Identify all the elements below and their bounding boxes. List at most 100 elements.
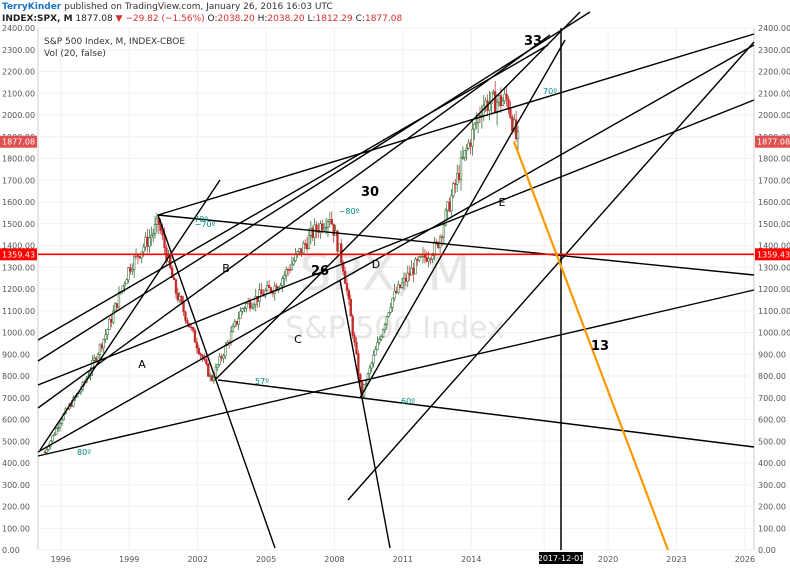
candle-body [442, 224, 446, 238]
candle-body [471, 128, 474, 147]
candle-body [389, 307, 392, 313]
trendline [157, 214, 755, 276]
trendline [37, 289, 755, 457]
trendline [359, 39, 566, 399]
candle-body [473, 123, 476, 130]
candle-body [438, 236, 442, 248]
candle-body [326, 221, 330, 228]
y-tick-left: 600.00 [2, 416, 30, 425]
candle-body [338, 243, 341, 252]
trendlines [37, 11, 755, 551]
y-tick-left: 2200.00 [2, 68, 35, 77]
candle-body [408, 272, 411, 276]
candle-body [505, 94, 508, 100]
annotation-label: 26 [311, 264, 329, 279]
candle-body [364, 383, 368, 385]
trendline [37, 44, 549, 341]
candle-body [446, 201, 449, 211]
candle-body [104, 334, 107, 340]
candle-body [452, 183, 455, 197]
y-tick-right: 1200.00 [758, 285, 790, 294]
candle-body [182, 301, 185, 313]
candle-body [416, 259, 419, 261]
candle-body [96, 354, 100, 361]
trendline [39, 179, 221, 451]
candle-body [385, 316, 389, 325]
candle-body [454, 183, 457, 185]
candle-body [332, 223, 335, 236]
y-tick-right: 1000.00 [758, 329, 790, 338]
candle-body [113, 303, 117, 312]
candle-body [370, 362, 373, 369]
date-marker-box [539, 552, 583, 564]
y-tick-right: 1800.00 [758, 155, 790, 164]
candle-body [231, 325, 235, 333]
candle-body [55, 428, 58, 435]
candle-body [511, 117, 514, 132]
trendline [157, 33, 755, 216]
candle-body [58, 423, 62, 429]
y-tick-left: 2300.00 [2, 46, 35, 55]
y-tick-left: 1100.00 [2, 307, 35, 316]
price-marker-left [0, 248, 37, 261]
candle-body [100, 344, 103, 349]
low-value: 1812.29 [315, 14, 353, 24]
watermark-name: S&P 500 Index [285, 311, 504, 346]
close-value: 1877.08 [364, 14, 403, 24]
ohlc-bar: INDEX:SPX, M 1877.08 ▼ −29.82 (−1.56%) O… [2, 14, 402, 24]
candle-body [266, 285, 269, 291]
candle-body [98, 344, 102, 355]
candle-body [258, 289, 261, 302]
candle-body [497, 95, 501, 103]
candle-body [461, 156, 465, 159]
candle-body [129, 267, 132, 272]
candle-body [273, 285, 276, 294]
candle-body [321, 223, 324, 231]
candle-body [516, 131, 520, 140]
candle-body [146, 236, 149, 247]
trendline [37, 99, 755, 386]
y-tick-left: 1500.00 [2, 220, 35, 229]
candle-body [410, 267, 413, 276]
candle-body [133, 256, 136, 271]
y-tick-right: 2400.00 [758, 24, 790, 33]
y-tick-right: 400.00 [758, 459, 786, 468]
candle-body [300, 248, 303, 254]
candle-body [155, 218, 159, 225]
candle-body [264, 290, 267, 297]
candle-body [178, 296, 181, 301]
price-marker-left [0, 135, 37, 148]
y-tick-left: 900.00 [2, 350, 30, 359]
candle-body [243, 307, 246, 310]
x-tick-label: 2026 [735, 555, 755, 564]
candle-body [376, 342, 379, 350]
candle-body [220, 356, 223, 359]
candle-body [347, 290, 351, 300]
candle-body [456, 173, 459, 185]
angle-label: 60º [401, 397, 415, 406]
y-tick-left: 200.00 [2, 503, 30, 512]
published-text: published on TradingView.com, January 26… [64, 2, 333, 12]
angle-label: ~80º [339, 207, 360, 216]
candle-body [106, 329, 109, 335]
candle-body [172, 277, 176, 281]
candle-body [476, 115, 480, 123]
publisher-link[interactable]: TerryKinder [2, 2, 62, 12]
candle-body [94, 357, 98, 361]
candle-body [336, 230, 339, 252]
price-marker-left-label: 1359.43 [2, 250, 35, 259]
y-tick-left: 400.00 [2, 459, 30, 468]
symbol: INDEX:SPX, M [2, 14, 73, 24]
candle-body [469, 142, 472, 147]
candle-body [286, 269, 290, 271]
y-tick-left: 2100.00 [2, 89, 35, 98]
high-value: 2038.20 [267, 14, 305, 24]
candle-body [199, 353, 202, 356]
candle-body [279, 285, 282, 288]
candle-body [391, 297, 394, 308]
candle-body [412, 267, 415, 275]
candle-body [387, 312, 390, 317]
candle-body [252, 304, 256, 308]
